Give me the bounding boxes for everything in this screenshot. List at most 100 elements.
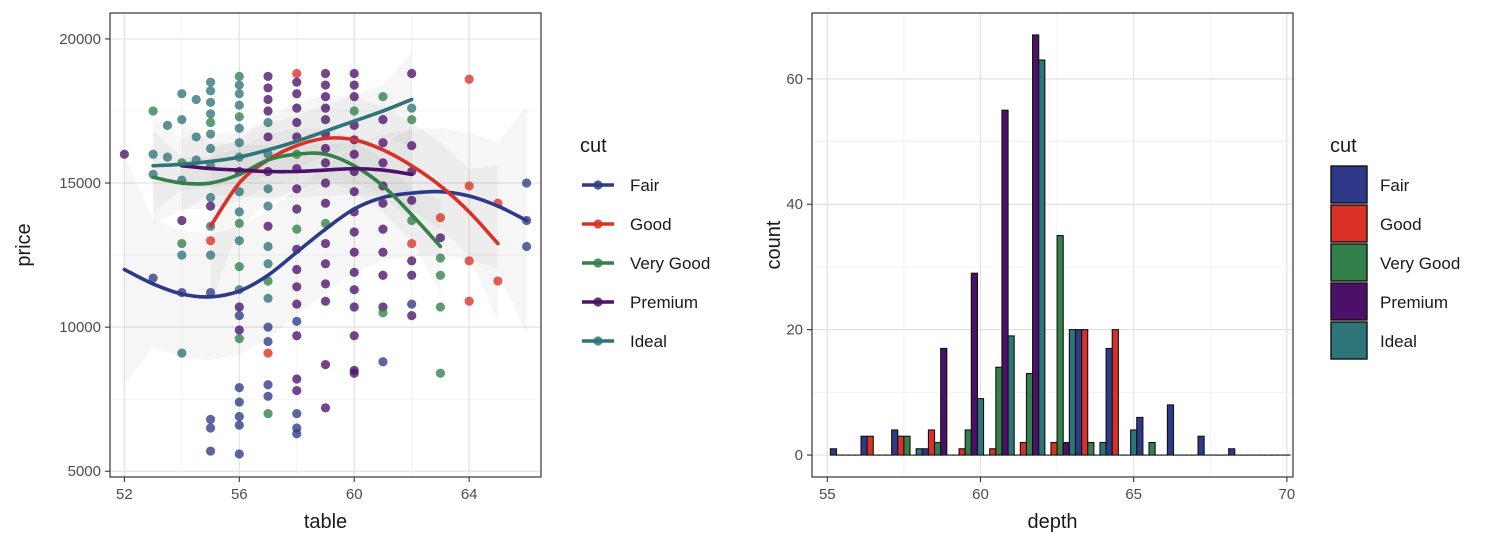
bar-fair [1166, 404, 1175, 456]
point-good [464, 181, 474, 191]
point-premium [205, 201, 216, 211]
point-ideal [234, 100, 244, 110]
point-fair [407, 299, 417, 309]
scatter-plot-border [109, 12, 542, 478]
bar-good [1081, 329, 1089, 456]
point-premium [349, 267, 359, 277]
bar-premium [970, 272, 978, 456]
bar-good [958, 448, 966, 456]
scatter-y-tick-label: 20000 [59, 31, 101, 48]
point-ideal [263, 201, 273, 211]
legend-swatch-good [1330, 204, 1368, 243]
histogram-x-tick-label: 70 [1279, 486, 1296, 503]
scatter-x-tick-label: 60 [346, 486, 363, 503]
point-very-good [292, 224, 302, 234]
point-ideal [177, 115, 187, 125]
point-very-good [205, 117, 216, 128]
point-premium [292, 385, 302, 396]
point-premium [407, 68, 417, 79]
point-premium [292, 77, 302, 87]
bar-fair [921, 448, 929, 456]
point-premium [320, 158, 331, 168]
bar-good [1050, 441, 1058, 456]
point-premium [292, 264, 302, 275]
point-premium [263, 71, 273, 82]
bar-very-good [1056, 235, 1064, 456]
point-fair [234, 311, 244, 321]
point-very-good [435, 270, 446, 280]
point-premium [320, 279, 331, 289]
point-premium [378, 158, 388, 168]
point-premium [263, 83, 273, 93]
point-premium [349, 80, 359, 90]
scatter-legend: Fair Good Very Good Premium Ideal [582, 176, 710, 351]
legend-point-ideal [593, 336, 603, 346]
point-ideal [205, 86, 216, 96]
legend-swatch-very-good [1330, 243, 1368, 282]
point-premium [407, 311, 417, 321]
point-premium [378, 115, 388, 125]
histogram-y-tick-label: 40 [786, 196, 803, 213]
smooth-line-very-good [151, 151, 443, 249]
point-ideal [205, 192, 216, 203]
point-premium [320, 296, 331, 306]
point-fair [205, 414, 216, 424]
point-ideal [205, 77, 216, 87]
bar-good [866, 435, 874, 456]
histogram-border [811, 12, 1294, 478]
scatter-x-axis-title: table [304, 511, 347, 533]
bar-very-good [964, 429, 972, 456]
histogram-legend: Fair Good Very Good Premium Ideal [1330, 165, 1460, 360]
bar-fair [891, 429, 899, 456]
point-premium [407, 270, 417, 280]
legend-label-good: Good [630, 215, 672, 234]
bar-premium [1032, 34, 1040, 456]
legend-label-fair: Fair [630, 176, 660, 195]
point-fair [234, 420, 244, 430]
point-very-good [435, 368, 446, 378]
legend-point-premium [593, 297, 603, 307]
point-premium [407, 256, 417, 266]
legend-point-fair [593, 180, 603, 190]
scatter-x-tick-label: 56 [231, 486, 248, 503]
smooth-lines [122, 97, 529, 299]
point-premium [292, 117, 302, 128]
scatter-y-ticks: 5000 10000 15000 20000 [59, 31, 110, 480]
point-fair [378, 357, 388, 367]
point-ideal [234, 123, 244, 133]
histogram-x-ticks: 55 60 65 70 [819, 477, 1295, 503]
histogram-y-tick-label: 20 [786, 322, 803, 339]
point-ideal [263, 293, 273, 303]
point-premium [378, 247, 388, 257]
scatter-y-axis-title: price [13, 223, 35, 266]
legend-label-ideal: Ideal [1380, 332, 1417, 351]
point-premium [292, 299, 302, 309]
point-premium [320, 68, 331, 79]
point-fair [522, 241, 532, 252]
point-ideal [234, 138, 244, 148]
point-premium [349, 91, 359, 102]
point-good [263, 348, 273, 358]
point-premium [349, 227, 359, 237]
legend-point-very-good [593, 258, 603, 268]
point-premium [320, 115, 331, 125]
point-ideal [162, 120, 173, 130]
point-premium [263, 106, 273, 116]
point-premium [349, 331, 359, 341]
scatter-points [119, 68, 532, 459]
point-good [435, 213, 446, 223]
point-good [464, 256, 474, 266]
point-premium [320, 178, 331, 188]
point-premium [378, 138, 388, 148]
bar-ideal [1068, 329, 1077, 456]
point-ideal [234, 187, 244, 197]
point-fair [205, 423, 216, 433]
legend-point-good [593, 219, 603, 229]
legend-swatch-premium [1330, 282, 1368, 321]
point-fair [234, 397, 244, 407]
point-fair [205, 446, 216, 456]
point-ideal [148, 149, 158, 159]
point-good [292, 68, 302, 79]
point-ideal [205, 250, 216, 260]
bar-ideal [915, 448, 923, 456]
